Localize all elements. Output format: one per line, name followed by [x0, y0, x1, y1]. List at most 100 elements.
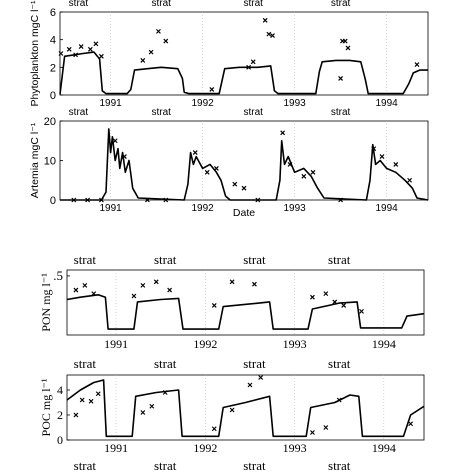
observation-point: [79, 397, 85, 403]
strat-label: strat: [69, 107, 89, 118]
observation-point: [163, 197, 169, 203]
y-tick-label: 2: [50, 62, 56, 74]
panel-poc: 0 2 4 POC mg l⁻¹ strat strat strat strat 1991 199…: [39, 356, 425, 473]
observation-point: [270, 33, 275, 38]
model-line: [59, 51, 428, 95]
observation-point: [140, 282, 146, 288]
strat-label: strat: [69, 0, 89, 9]
strat-label: strat: [74, 356, 97, 371]
observation-point: [414, 62, 420, 67]
observation-point: [345, 45, 351, 51]
year-label: 1992: [193, 337, 217, 351]
y-tick-label: 0: [50, 90, 56, 102]
strat-label: strat: [328, 252, 351, 267]
year-label: 1994: [372, 441, 396, 455]
panel-phytoplankton: 0 2 4 6 Phytoplankton mgC l⁻¹ strat strat strat…: [29, 0, 429, 109]
observation-point: [250, 59, 256, 65]
plot-frame: [66, 269, 425, 336]
year-label: 1993: [283, 441, 307, 455]
model-line: [66, 379, 425, 438]
observation-point: [148, 49, 154, 55]
model-line: [66, 294, 425, 330]
observation-point: [241, 185, 247, 191]
observation-point: [246, 64, 252, 70]
observation-point: [204, 169, 210, 175]
observation-point: [232, 181, 238, 187]
year-label: 1992: [191, 98, 214, 109]
observation-point: [98, 197, 104, 203]
observation-point: [192, 150, 198, 156]
year-label: 1993: [283, 337, 307, 351]
strat-label: strat: [243, 356, 266, 371]
observation-point: [407, 177, 413, 183]
observation-point: [211, 426, 217, 432]
observation-point: [310, 430, 315, 435]
observation-point: [156, 28, 161, 34]
observation-point: [73, 287, 79, 293]
observation-point: [342, 38, 348, 44]
strat-label: strat: [328, 356, 351, 371]
observation-point: [247, 382, 253, 388]
y-tick-label: 0: [57, 433, 63, 447]
strat-label: strat: [151, 0, 171, 9]
observation-point: [73, 52, 79, 58]
bottom-strat-label: strat: [154, 458, 177, 473]
year-label: 1991: [104, 337, 128, 351]
observation-point: [82, 282, 88, 288]
y-tick-label: 0: [50, 195, 56, 207]
observation-point: [332, 299, 338, 305]
observation-point: [287, 162, 293, 167]
y-axis-label: Phytoplankton mgC l⁻¹: [29, 0, 41, 106]
observation-point: [93, 41, 99, 47]
observation-point: [153, 279, 159, 285]
plot-frame: [66, 374, 425, 441]
observation-point: [131, 293, 137, 299]
observation-point: [121, 154, 127, 159]
observation-point: [85, 197, 91, 203]
observation-point: [162, 390, 168, 395]
y-tick-label: 10: [44, 156, 56, 168]
observation-point: [338, 197, 344, 203]
bottom-strat-label: strat: [328, 458, 351, 473]
observation-point: [58, 51, 64, 56]
observation-point: [213, 165, 219, 171]
observation-point: [255, 197, 261, 203]
y-axis-label: POC mg l⁻¹: [39, 378, 53, 436]
observation-point: [301, 173, 307, 179]
observation-point: [163, 38, 169, 44]
x-axis-label: Date: [233, 207, 255, 219]
year-label: 1993: [283, 98, 306, 109]
model-line: [60, 128, 429, 201]
observation-point: [66, 46, 72, 52]
observation-point: [252, 281, 257, 287]
y-tick-label: 6: [50, 7, 56, 19]
y-axis-label: Artemia mgC l⁻¹: [29, 122, 41, 198]
year-label: 1991: [104, 441, 128, 455]
observation-point: [144, 197, 150, 203]
bottom-strat-label: strat: [74, 458, 97, 473]
observation-point: [140, 57, 146, 63]
year-label: 1994: [372, 337, 396, 351]
observation-point: [379, 154, 385, 159]
observation-point: [209, 87, 215, 92]
observation-point: [78, 44, 84, 50]
observation-point: [91, 291, 97, 297]
year-label: 1992: [193, 441, 217, 455]
observation-point: [336, 397, 342, 403]
observation-point: [408, 421, 414, 427]
observation-point: [73, 412, 79, 418]
year-label: 1993: [283, 203, 306, 214]
strat-label: strat: [74, 252, 97, 267]
observation-point: [112, 138, 118, 144]
year-label: 1994: [375, 203, 398, 214]
observation-point: [71, 197, 77, 203]
observation-point: [338, 75, 344, 81]
y-tick-label: 4: [50, 35, 56, 47]
observation-point: [393, 162, 399, 167]
year-label: 1994: [375, 98, 398, 109]
y-axis-label: PON mg l⁻¹: [39, 273, 53, 332]
observation-point: [310, 294, 315, 300]
year-label: 1991: [99, 98, 122, 109]
